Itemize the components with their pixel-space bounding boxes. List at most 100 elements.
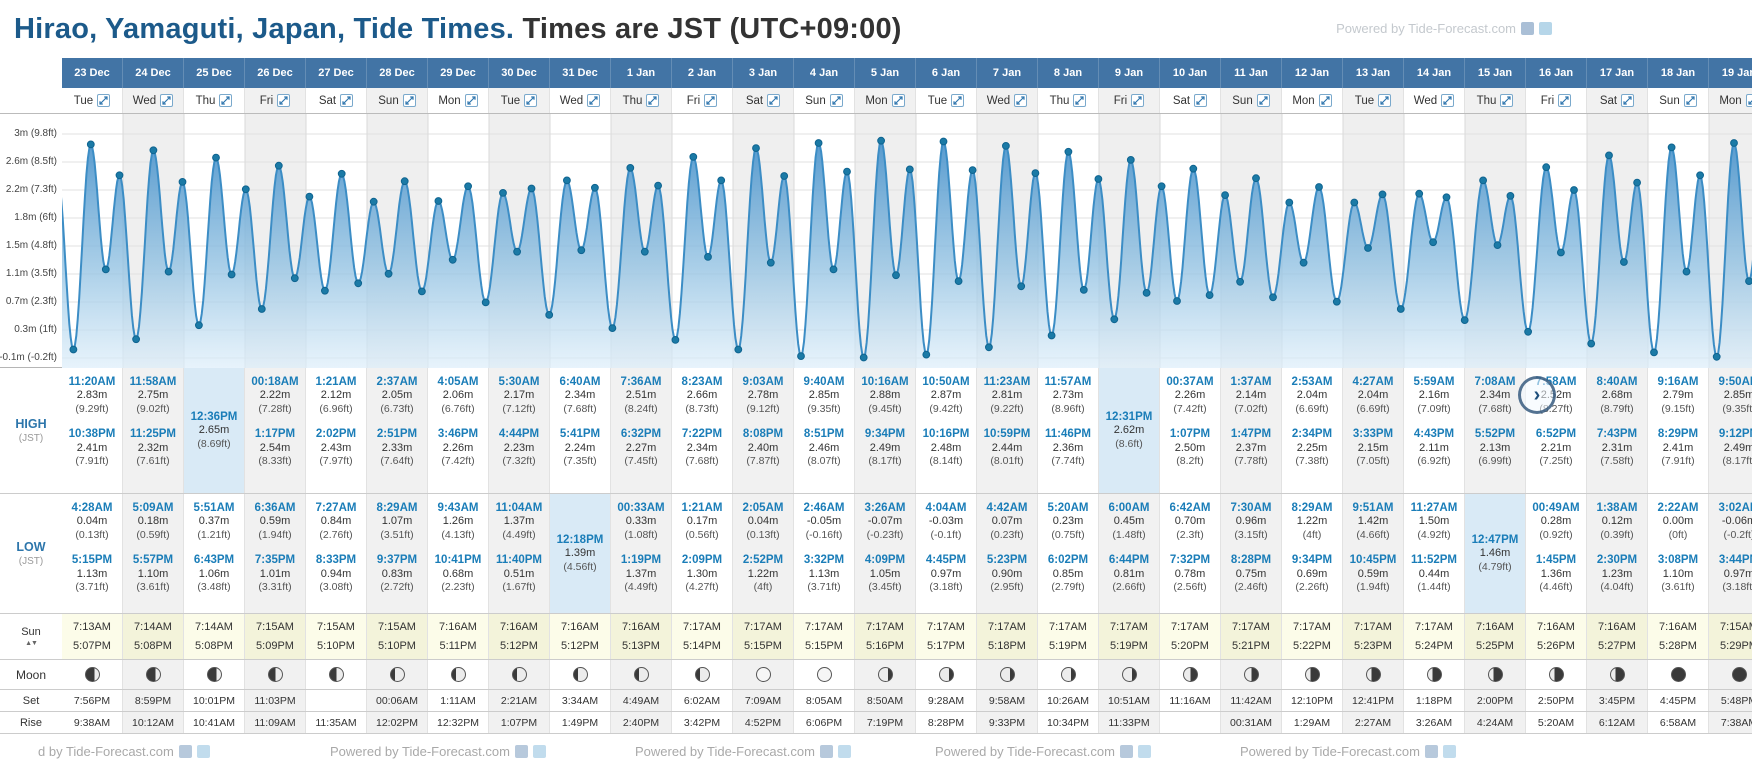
tide-height-m: 0.75m xyxy=(1235,567,1267,580)
high-tide-cell: 12:36PM 2.65m (8.69ft) xyxy=(184,368,245,493)
expand-day-icon[interactable] xyxy=(1256,94,1270,107)
tide-height-ft: (3.61ft) xyxy=(136,581,170,594)
moon-cell xyxy=(1221,660,1282,689)
high-tide-entry: 1:21AM 2.12m (6.96ft) xyxy=(316,375,357,416)
tide-height-m: 1.06m xyxy=(198,567,230,580)
expand-day-icon[interactable] xyxy=(524,94,538,107)
tide-time: 1:47PM xyxy=(1230,428,1272,441)
moonset-cell: 2:50PM xyxy=(1526,690,1587,711)
moonrise-cell: 8:28PM xyxy=(916,712,977,733)
tide-height-m: 2.12m xyxy=(320,389,352,402)
tide-height-ft: (-0.1ft) xyxy=(930,529,962,542)
expand-day-icon[interactable] xyxy=(767,94,781,107)
moonset-cell: 00:06AM xyxy=(367,690,428,711)
expand-day-icon[interactable] xyxy=(704,94,718,107)
high-tide-entry: 1:17PM 2.54m (8.33ft) xyxy=(255,427,295,468)
expand-day-icon[interactable] xyxy=(160,94,174,107)
sunrise-sunset-arrows-icon[interactable]: ▲▼ xyxy=(25,640,38,647)
low-tide-cell: 6:00AM 0.45m (1.48ft) 6:44PM 0.81m (2.66ft) xyxy=(1099,494,1160,613)
date-header-cell: 30 Dec xyxy=(489,58,550,88)
expand-day-icon[interactable] xyxy=(951,94,965,107)
expand-day-icon[interactable] xyxy=(1500,94,1514,107)
expand-day-icon[interactable] xyxy=(402,94,416,107)
tide-height-m: 0.83m xyxy=(381,567,413,580)
expand-day-icon[interactable] xyxy=(1073,94,1087,107)
expand-day-icon[interactable] xyxy=(97,94,111,107)
moonrise-cell: 10:41AM xyxy=(184,712,245,733)
weekday-cell: Sat xyxy=(306,88,367,113)
tide-height-ft: (4.66ft) xyxy=(1356,529,1390,542)
moonrise-cell: 9:38AM xyxy=(62,712,123,733)
tide-height-ft: (7.12ft) xyxy=(502,403,536,416)
low-tide-entry: 3:02AM-0.06m(-0.2ft) xyxy=(1719,501,1752,542)
facebook-icon[interactable] xyxy=(178,745,192,758)
facebook-icon[interactable] xyxy=(1521,22,1534,35)
expand-day-icon[interactable] xyxy=(1318,94,1332,107)
tide-height-ft: (7.25ft) xyxy=(1539,455,1573,468)
tide-time: 9:12PM xyxy=(1718,428,1752,441)
moonset-cell: 11:42AM xyxy=(1221,690,1282,711)
expand-day-icon[interactable] xyxy=(277,94,291,107)
expand-day-icon[interactable] xyxy=(646,94,660,107)
tide-height-m: 2.41m xyxy=(1662,441,1694,454)
expand-day-icon[interactable] xyxy=(464,94,478,107)
tide-height-m: 0.70m xyxy=(1174,515,1206,528)
tide-time: 7:43PM xyxy=(1596,428,1638,441)
twitter-icon[interactable] xyxy=(196,745,210,758)
low-tide-entry: 4:09PM 1.05m (3.45ft) xyxy=(865,553,905,594)
tide-height-m: 2.22m xyxy=(259,389,291,402)
twitter-icon[interactable] xyxy=(1442,745,1456,758)
expand-day-icon[interactable] xyxy=(1014,94,1028,107)
moonrise-cell: 9:33PM xyxy=(977,712,1038,733)
expand-day-icon[interactable] xyxy=(587,94,601,107)
twitter-icon[interactable] xyxy=(837,745,851,758)
expand-day-icon[interactable] xyxy=(1621,94,1635,107)
sunrise-time: 7:14AM xyxy=(134,621,172,633)
moon-phase-icon xyxy=(1487,667,1503,682)
facebook-icon[interactable] xyxy=(514,745,528,758)
tide-height-ft: (3.31ft) xyxy=(258,581,292,594)
tide-height-m: 1.46m xyxy=(1479,547,1511,560)
high-tide-entry: 11:58AM 2.75m (9.02ft) xyxy=(130,375,177,416)
facebook-icon[interactable] xyxy=(1424,745,1438,758)
expand-day-icon[interactable] xyxy=(1441,94,1455,107)
high-tide-cell: 12:31PM 2.62m (8.6ft) xyxy=(1099,368,1160,493)
y-axis-label: 1.8m (6ft) xyxy=(14,212,57,223)
moon-cell xyxy=(1648,660,1709,689)
tide-time: 7:22PM xyxy=(681,428,723,441)
tide-time: 2:30PM xyxy=(1596,554,1638,567)
low-tide-entry: 6:36AM 0.59m (1.94ft) xyxy=(255,501,296,542)
expand-day-icon[interactable] xyxy=(340,94,354,107)
expand-day-icon[interactable] xyxy=(1683,94,1697,107)
expand-day-icon[interactable] xyxy=(1558,94,1572,107)
moon-cell xyxy=(977,660,1038,689)
twitter-icon[interactable] xyxy=(1539,22,1552,35)
tide-height-ft: (1.08ft) xyxy=(624,529,658,542)
tide-time: 5:51AM xyxy=(193,502,235,514)
tide-height-m: 0.51m xyxy=(503,567,535,580)
tide-time: 1:21AM xyxy=(681,502,723,514)
moonrise-row-label: Rise xyxy=(0,712,62,734)
moonrise-cell: 3:26AM xyxy=(1404,712,1465,733)
moonset-cell: 1:11AM xyxy=(428,690,489,711)
sun-cell: 7:16AM 5:25PM xyxy=(1465,614,1526,659)
expand-day-icon[interactable] xyxy=(829,94,843,107)
expand-day-icon[interactable] xyxy=(1378,94,1392,107)
expand-day-icon[interactable] xyxy=(1131,94,1145,107)
scroll-next-button[interactable]: › xyxy=(1518,376,1556,414)
twitter-icon[interactable] xyxy=(532,745,546,758)
date-header-cell: 15 Jan xyxy=(1465,58,1526,88)
expand-day-icon[interactable] xyxy=(1194,94,1208,107)
sunrise-time: 7:17AM xyxy=(683,621,721,633)
tide-height-ft: (1.21ft) xyxy=(197,529,231,542)
facebook-icon[interactable] xyxy=(1119,745,1133,758)
expand-day-icon[interactable] xyxy=(891,94,905,107)
tide-height-m: 0.90m xyxy=(991,567,1023,580)
low-tide-entry: 1:38AM 0.12m (0.39ft) xyxy=(1597,501,1638,542)
moonset-cell: 12:10PM xyxy=(1282,690,1343,711)
facebook-icon[interactable] xyxy=(819,745,833,758)
expand-day-icon[interactable] xyxy=(219,94,233,107)
twitter-icon[interactable] xyxy=(1137,745,1151,758)
tide-height-m: 2.34m xyxy=(686,441,718,454)
expand-day-icon[interactable] xyxy=(1745,94,1752,107)
